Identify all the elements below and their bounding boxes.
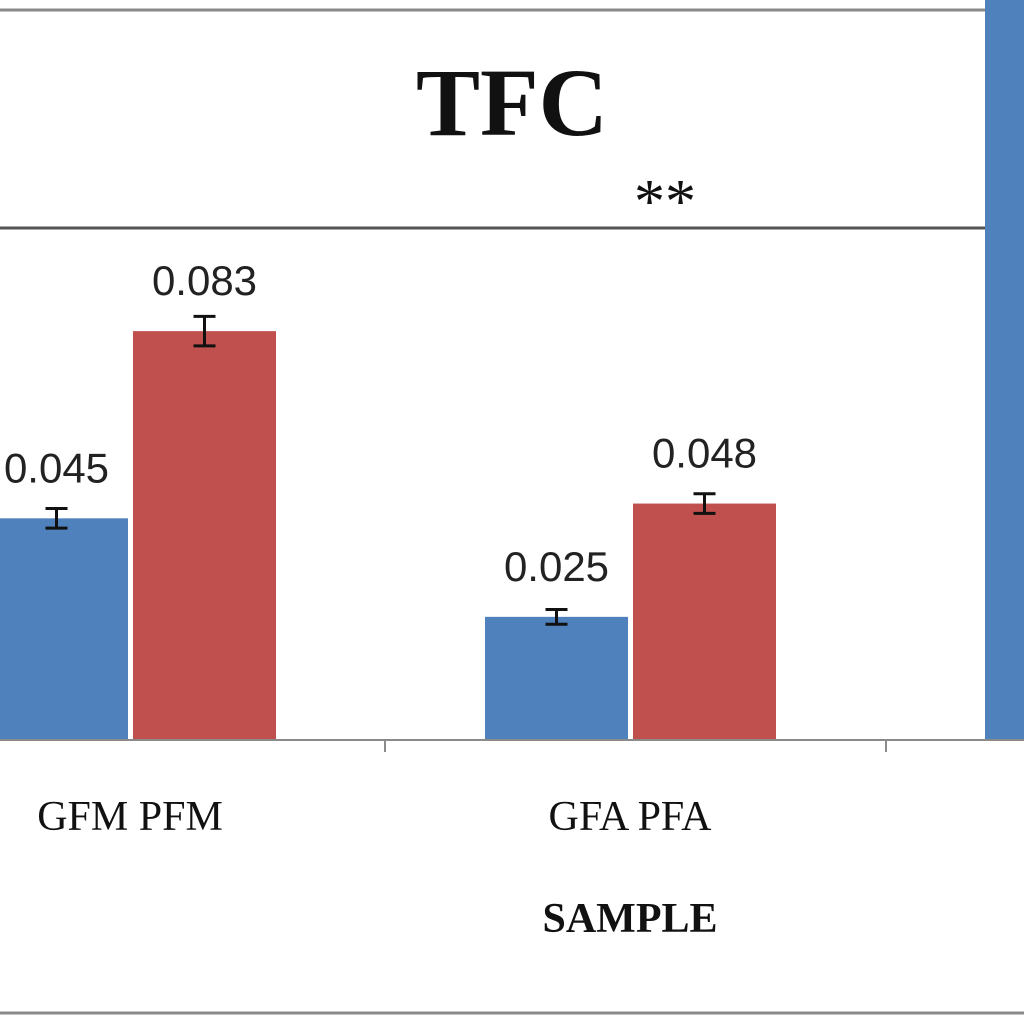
data-label-series1-cat1: 0.045 (4, 444, 109, 491)
bar-series1-cat3 (985, 0, 1024, 740)
error-bar-series2-cat1 (193, 314, 216, 348)
bar-series1-cat2 (485, 616, 628, 740)
x-axis-label: SAMPLE (542, 896, 717, 942)
data-label-series2-cat2: 0.048 (652, 430, 757, 477)
category-label-gfm-pfm: GFM PFM (37, 794, 223, 840)
data-label-series1-cat2: 0.025 (504, 543, 609, 590)
error-bar-series1-cat1 (45, 506, 68, 530)
error-bar-series1-cat2 (545, 607, 568, 626)
error-bar-series2-cat2 (693, 492, 716, 515)
bar-series1-cat1 (0, 518, 128, 740)
chart-title: TFC (416, 49, 608, 156)
bar-series2-cat2 (633, 503, 776, 740)
significance-annotation: ** (634, 168, 696, 236)
bar-series2-cat1 (133, 331, 276, 740)
category-label-gfa-pfa: GFA PFA (548, 794, 712, 840)
data-label-series2-cat1: 0.083 (152, 257, 257, 304)
